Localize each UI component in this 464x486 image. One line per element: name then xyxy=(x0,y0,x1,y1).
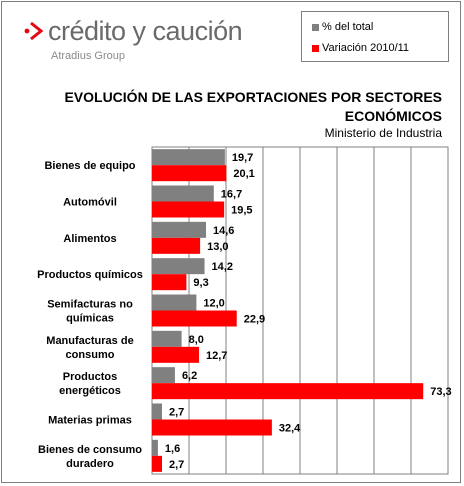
category-label: Bienes de consumo duradero xyxy=(38,444,142,470)
bar-total xyxy=(152,439,158,456)
value-label-total: 2,7 xyxy=(169,407,184,419)
bar-total xyxy=(152,258,205,275)
bar-variacion xyxy=(152,346,199,363)
bar-total xyxy=(152,221,207,238)
legend-label-total: % del total xyxy=(322,21,374,33)
category-label: Productos químicos xyxy=(37,269,143,281)
value-label-total: 6,2 xyxy=(182,370,197,382)
category-label: Alimentos xyxy=(63,233,116,245)
category-label: Automóvil xyxy=(63,197,117,209)
bar-variacion xyxy=(152,419,272,436)
value-label-total: 14,2 xyxy=(212,261,233,273)
value-label-variacion: 19,5 xyxy=(231,205,252,217)
value-label-variacion: 22,9 xyxy=(244,314,265,326)
value-label-variacion: 32,4 xyxy=(279,423,301,435)
value-label-total: 1,6 xyxy=(165,443,180,455)
legend-item-total: % del total xyxy=(312,21,373,33)
category-label: Manufacturas de consumo xyxy=(46,335,133,361)
bar-total xyxy=(152,294,197,311)
brand-subtitle: Atradius Group xyxy=(51,50,125,62)
category-label: Bienes de equipo xyxy=(44,160,135,172)
category-label: Productos energéticos xyxy=(59,371,121,397)
value-label-variacion: 13,0 xyxy=(207,241,228,253)
chart-title: EVOLUCIÓN DE LAS EXPORTACIONES POR SECTO… xyxy=(64,89,442,124)
category-label: Semifacturas no químicas xyxy=(47,299,133,325)
legend-item-variacion: Variación 2010/11 xyxy=(312,42,409,54)
brand-name: crédito y caución xyxy=(48,16,243,46)
value-label-variacion: 12,7 xyxy=(206,350,227,362)
bar-total xyxy=(152,367,175,384)
chart-subtitle: Ministerio de Industria xyxy=(324,126,442,140)
value-label-variacion: 73,3 xyxy=(430,386,451,398)
bar-total xyxy=(152,403,162,420)
bar-variacion xyxy=(152,237,201,254)
legend-label-variacion: Variación 2010/11 xyxy=(322,42,410,54)
bar-total xyxy=(152,149,225,166)
bar-variacion xyxy=(152,165,227,182)
bar-variacion xyxy=(152,201,225,218)
value-label-total: 14,6 xyxy=(213,225,234,237)
brand-chevron-icon xyxy=(24,21,44,41)
value-label-variacion: 9,3 xyxy=(193,277,208,289)
value-label-variacion: 20,1 xyxy=(233,168,254,180)
value-label-total: 19,7 xyxy=(232,152,253,164)
bar-total xyxy=(152,330,182,347)
value-label-total: 8,0 xyxy=(189,334,204,346)
bar-variacion xyxy=(152,383,424,400)
value-label-variacion: 2,7 xyxy=(169,459,184,471)
chart-legend: % del total Variación 2010/11 xyxy=(301,11,449,62)
bar-total xyxy=(152,185,214,202)
bar-variacion xyxy=(152,274,187,291)
bar-variacion xyxy=(152,455,162,472)
value-label-total: 16,7 xyxy=(221,189,242,201)
bar-variacion xyxy=(152,310,237,327)
legend-swatch-variacion xyxy=(312,44,319,52)
category-label: Materias primas xyxy=(48,415,132,427)
value-label-total: 12,0 xyxy=(203,298,224,310)
legend-swatch-total xyxy=(312,23,319,31)
